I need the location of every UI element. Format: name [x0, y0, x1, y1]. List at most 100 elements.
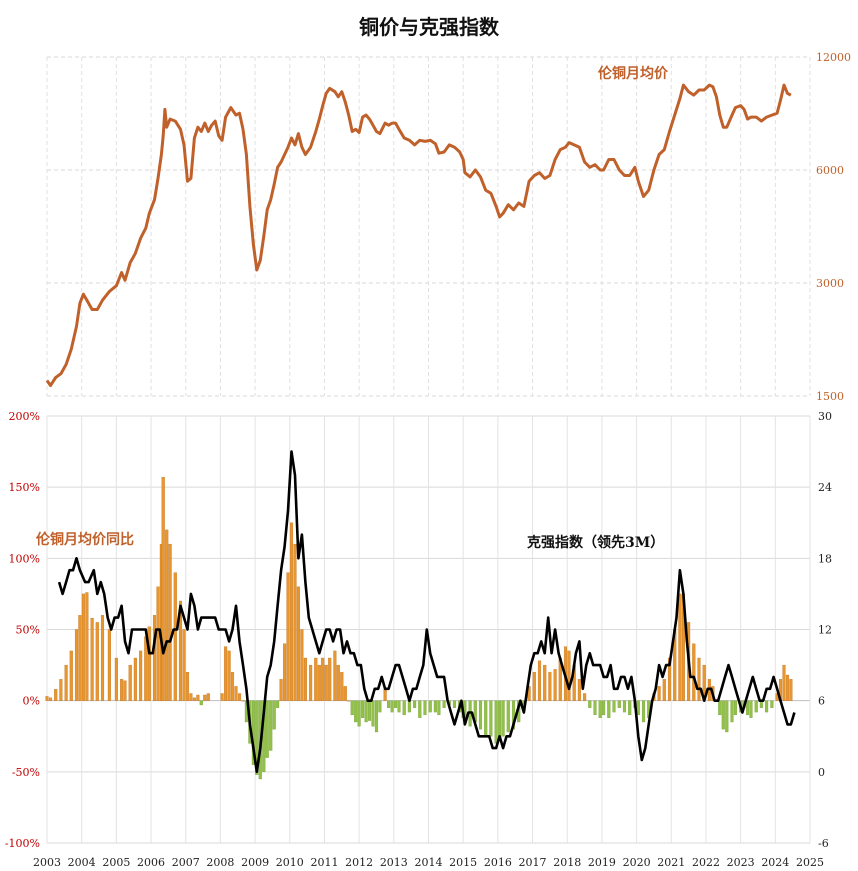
yoy-bar — [598, 700, 602, 718]
yoy-bar — [45, 696, 49, 701]
yoy-bar — [785, 674, 790, 701]
yoy-bar — [357, 700, 361, 727]
yoy-bar — [413, 700, 417, 708]
yoy-bar — [725, 700, 729, 733]
yoy-bar — [746, 700, 750, 716]
x-tick-label: 2008 — [206, 856, 234, 869]
yoy-bar — [397, 700, 401, 713]
yoy-bar — [90, 617, 94, 701]
keqiang-index-line — [57, 450, 796, 774]
x-tick-label: 2009 — [241, 856, 269, 869]
x-tick-label: 2022 — [692, 856, 720, 869]
x-tick-label: 2005 — [102, 856, 130, 869]
top-panel: 12000 6000 3000 1500 伦铜月均价 — [45, 51, 851, 403]
yoy-bar — [498, 700, 502, 741]
yoy-bar — [789, 679, 793, 701]
yoy-bar — [662, 679, 666, 701]
bottom-panel: 200% 150% 100% 50% 0% -50% -100% 30 24 18 12 6 0 -6 20… — [5, 410, 832, 869]
bottom-right-tick-label: 0 — [818, 766, 825, 779]
yoy-bar — [120, 679, 124, 701]
yoy-bar — [182, 629, 186, 701]
x-tick-label: 2018 — [553, 856, 581, 869]
yoy-bar — [418, 700, 422, 718]
yoy-bar — [314, 657, 318, 701]
x-tick-label: 2025 — [796, 856, 824, 869]
yoy-bar — [224, 646, 228, 701]
yoy-bar — [289, 522, 294, 701]
yoy-bar — [64, 664, 68, 701]
yoy-bar — [189, 693, 193, 701]
yoy-bar — [173, 572, 177, 701]
yoy-bar — [85, 592, 89, 701]
yoy-bar — [161, 477, 165, 701]
yoy-bar — [602, 700, 606, 716]
yoy-bar — [617, 700, 621, 708]
yoy-bar — [387, 700, 391, 708]
yoy-bar — [234, 686, 238, 701]
yoy-bar — [622, 700, 627, 713]
yoy-bar — [718, 700, 722, 716]
yoy-bar — [283, 643, 287, 701]
x-tick-label: 2007 — [172, 856, 200, 869]
yoy-bar — [95, 622, 99, 701]
yoy-bar — [478, 700, 483, 730]
yoy-bar — [532, 672, 536, 701]
yoy-bar — [78, 615, 82, 701]
yoy-bar — [697, 657, 701, 701]
x-tick-label: 2012 — [345, 856, 373, 869]
yoy-bar — [402, 700, 406, 716]
bottom-right-tick-label: 18 — [818, 552, 832, 565]
yoy-bar — [537, 660, 542, 701]
yoy-bar — [276, 700, 280, 708]
yoy-bar — [577, 679, 581, 701]
yoy-bar — [347, 700, 351, 702]
yoy-bar — [199, 700, 203, 706]
yoy-bar — [303, 657, 307, 701]
yoy-bar — [350, 700, 354, 716]
yoy-bar — [733, 700, 737, 716]
yoy-bar — [133, 657, 137, 701]
yoy-bar — [678, 593, 682, 701]
copper-price-line — [45, 83, 792, 387]
x-tick-label: 2010 — [276, 856, 304, 869]
yoy-bar — [506, 700, 510, 733]
yoy-bar — [628, 700, 632, 716]
yoy-bar — [147, 626, 151, 701]
x-tick-label: 2020 — [623, 856, 651, 869]
yoy-bar — [378, 700, 382, 713]
yoy-bar — [300, 629, 304, 701]
top-right-tick-label: 6000 — [816, 164, 844, 177]
x-tick-label: 2014 — [415, 856, 443, 869]
x-tick-label: 2013 — [380, 856, 408, 869]
yoy-bar — [272, 700, 276, 730]
yoy-bar — [657, 686, 661, 701]
yoy-bar — [553, 669, 557, 701]
x-tick-label: 2016 — [484, 856, 512, 869]
x-tick-label: 2024 — [761, 856, 789, 869]
yoy-bar — [390, 700, 394, 713]
yoy-bar — [754, 700, 758, 713]
yoy-bar — [340, 672, 344, 701]
bottom-left-tick-label: 200% — [9, 410, 40, 423]
yoy-bar — [309, 664, 313, 701]
yoy-bar — [494, 700, 498, 744]
yoy-bar — [407, 700, 411, 713]
yoy-bar — [144, 636, 148, 701]
yoy-bar — [230, 672, 235, 701]
yoy-bar — [324, 664, 328, 701]
bottom-left-tick-label: 50% — [16, 624, 40, 637]
yoy-bar — [220, 693, 224, 701]
yoy-bar — [178, 600, 183, 701]
yoy-bar — [782, 664, 786, 701]
yoy-bar — [593, 700, 597, 716]
x-tick-label: 2015 — [449, 856, 477, 869]
yoy-bar — [394, 700, 398, 708]
yoy-bar — [269, 700, 273, 751]
yoy-bar — [196, 694, 200, 701]
x-tick-label: 2017 — [519, 856, 547, 869]
yoy-bar — [361, 700, 365, 718]
yoy-bar — [607, 700, 611, 718]
yoy-bar — [192, 697, 196, 701]
